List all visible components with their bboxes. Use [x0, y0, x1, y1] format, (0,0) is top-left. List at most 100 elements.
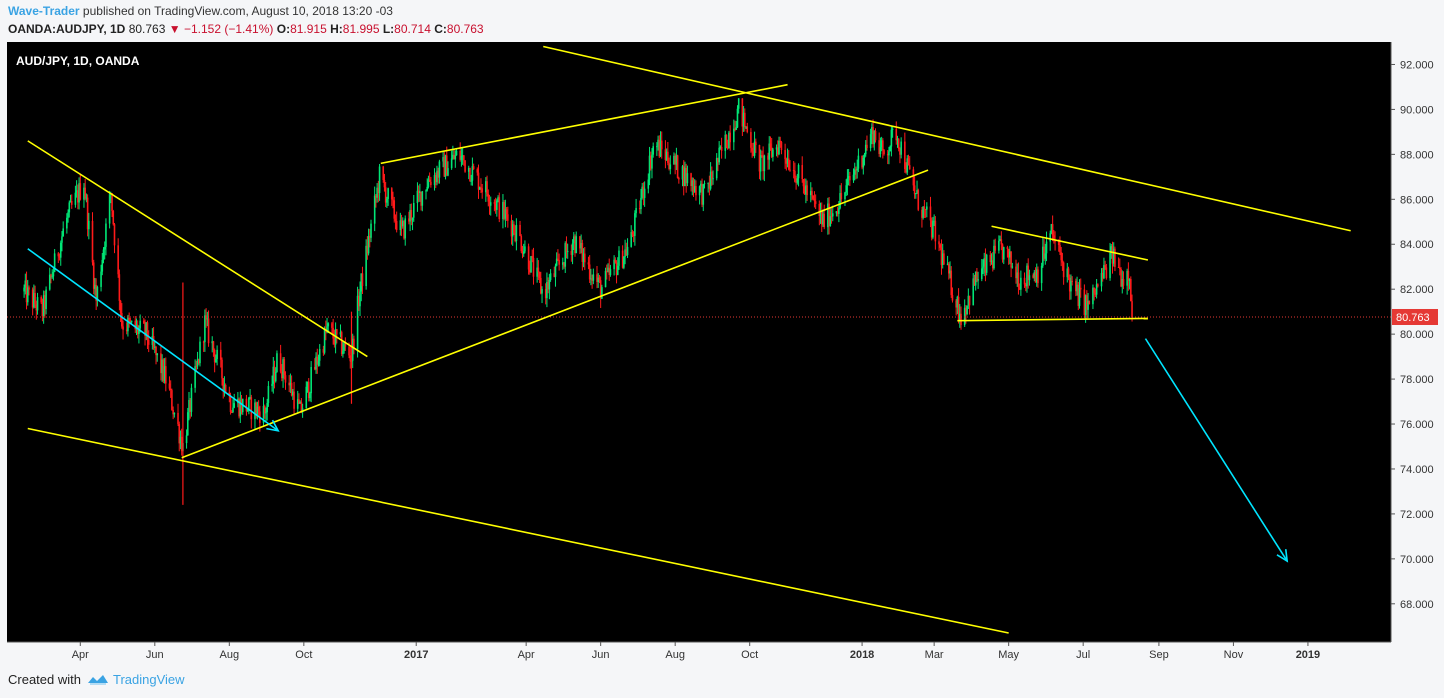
- candle-body: [658, 139, 661, 157]
- candle-body: [327, 323, 330, 327]
- candle-body: [956, 296, 959, 308]
- candle-body: [35, 304, 38, 311]
- candle-body: [802, 179, 805, 187]
- candle-body: [1000, 239, 1003, 245]
- candle-body: [504, 209, 507, 219]
- candle-body: [461, 155, 464, 157]
- candle-body: [447, 168, 449, 176]
- candle-body: [615, 262, 618, 275]
- candle-body: [421, 191, 424, 206]
- candle-body: [349, 355, 352, 362]
- candle-body: [555, 258, 558, 266]
- candle-body: [1001, 244, 1004, 260]
- price-axis[interactable]: 92.000 90.000 88.000 86.000 84.000 82.000 80.0…: [1391, 59, 1434, 611]
- candle-body: [616, 265, 619, 275]
- candle-body: [216, 349, 218, 359]
- candle-body: [464, 160, 466, 172]
- candle-body: [1024, 284, 1027, 287]
- candle-body: [948, 263, 950, 274]
- candle-body: [1114, 248, 1116, 267]
- candle-body: [527, 246, 530, 270]
- candle-body: [607, 267, 609, 272]
- candle-body: [164, 366, 167, 384]
- candle-body: [728, 132, 730, 149]
- candle-body: [913, 185, 916, 195]
- candle-body: [540, 277, 542, 294]
- author-link[interactable]: Wave-Trader: [8, 4, 80, 18]
- candle-body: [493, 202, 496, 204]
- candle-body: [189, 400, 192, 412]
- candle-body: [715, 158, 718, 179]
- time-axis[interactable]: Apr Jun Aug Oct 2017 Apr Jun Aug Oct 2018 Mar May Ju…: [72, 642, 1320, 661]
- candle-body: [744, 112, 746, 128]
- candle-body: [673, 155, 675, 165]
- candle-body: [724, 134, 727, 151]
- candle-body: [630, 232, 633, 247]
- candle-body: [292, 391, 294, 396]
- candle-body: [139, 320, 141, 329]
- candle-body: [982, 266, 984, 269]
- candle-body: [488, 201, 491, 206]
- candle-body: [579, 236, 581, 249]
- candle-body: [172, 409, 174, 415]
- low-value: 80.714: [394, 22, 431, 36]
- candle-body: [282, 359, 284, 379]
- candle-body: [1018, 287, 1021, 290]
- candle-body: [121, 313, 123, 327]
- candle-body: [779, 140, 782, 142]
- candle-body: [938, 241, 940, 245]
- candle-body: [91, 220, 94, 263]
- candle-body: [52, 271, 55, 277]
- candle-body: [1023, 277, 1026, 285]
- candle-body: [1130, 279, 1132, 302]
- candle-body: [486, 181, 488, 194]
- chart-plot-area[interactable]: [7, 42, 1391, 642]
- candle-body: [921, 209, 923, 218]
- candle-body: [712, 178, 714, 180]
- candle-body: [445, 155, 448, 176]
- candle-body: [1037, 269, 1039, 284]
- candle-body: [794, 170, 796, 182]
- candle-body: [228, 392, 231, 396]
- candle-body: [401, 221, 404, 227]
- candle-body: [147, 339, 150, 345]
- candle-body: [1045, 241, 1048, 254]
- candle-body: [1057, 241, 1060, 245]
- price-tick-label: 84.000: [1400, 239, 1434, 251]
- candle-body: [1075, 280, 1077, 292]
- time-tick-label: Jun: [592, 649, 610, 661]
- candle-body: [635, 208, 637, 214]
- candle-body: [74, 192, 77, 205]
- tradingview-link[interactable]: TradingView: [112, 672, 185, 687]
- candle-body: [1071, 280, 1073, 282]
- candle-body: [566, 251, 569, 253]
- candle-body: [818, 203, 821, 217]
- candle-body: [828, 203, 830, 227]
- candle-body: [25, 280, 28, 303]
- candle-body: [548, 279, 551, 290]
- candle-body: [146, 322, 149, 340]
- candle-body: [122, 326, 124, 330]
- candle-body: [467, 167, 470, 172]
- candle-body: [665, 151, 668, 161]
- candle-body: [1062, 262, 1065, 278]
- candle-body: [977, 279, 979, 281]
- candle-body: [957, 296, 960, 320]
- candle-body: [820, 210, 823, 225]
- candle-body: [1067, 268, 1070, 278]
- trendline: [957, 317, 1148, 322]
- candle-body: [991, 260, 994, 269]
- tradingview-logo-icon[interactable]: [87, 673, 109, 688]
- candle-body: [659, 140, 662, 157]
- candle-body: [1103, 265, 1105, 279]
- candle-body: [472, 166, 475, 170]
- price-change: −1.152 (−1.41%): [183, 22, 274, 36]
- candle-body: [356, 295, 359, 350]
- candle-body: [26, 287, 29, 303]
- candle-body: [229, 395, 232, 412]
- candle-body: [144, 323, 146, 336]
- candle-body: [599, 280, 602, 299]
- candle-body: [835, 211, 838, 214]
- candle-body: [855, 169, 857, 171]
- trendline: [991, 225, 1149, 261]
